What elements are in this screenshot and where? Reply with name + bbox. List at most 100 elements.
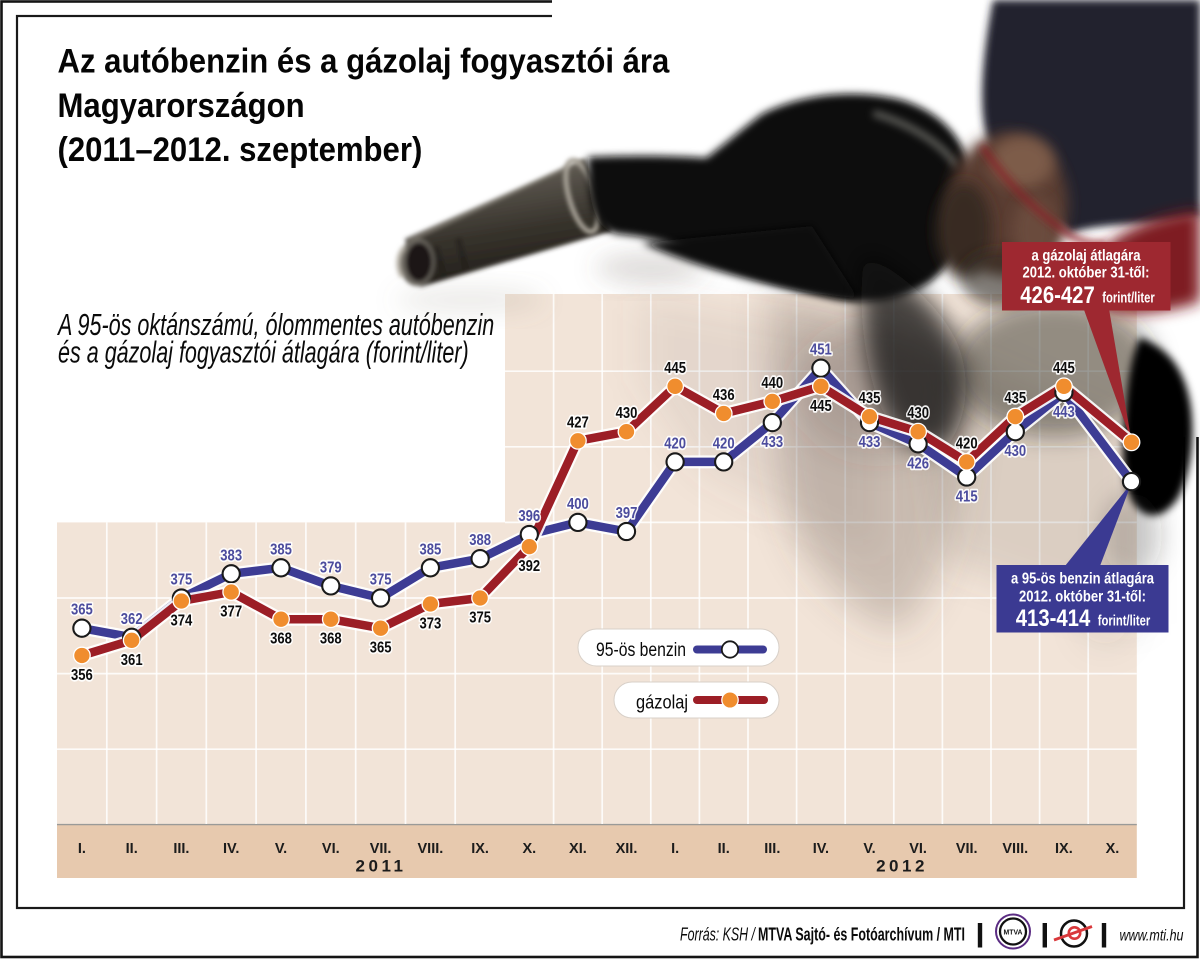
svg-text:445: 445: [810, 398, 832, 415]
svg-text:374: 374: [171, 613, 193, 630]
svg-text:430: 430: [616, 405, 638, 422]
svg-text:426: 426: [907, 455, 929, 472]
svg-text:2012: 2012: [876, 857, 928, 876]
svg-text:436: 436: [713, 387, 735, 404]
svg-text:433: 433: [761, 434, 783, 451]
svg-text:MTVA: MTVA: [1004, 928, 1024, 937]
svg-text:368: 368: [320, 631, 342, 648]
svg-text:420: 420: [956, 435, 978, 452]
svg-text:I.: I.: [78, 841, 86, 857]
svg-text:368: 368: [270, 631, 292, 648]
svg-text:VIII.: VIII.: [1002, 841, 1028, 857]
svg-text:388: 388: [469, 532, 491, 549]
svg-text:Magyarországon: Magyarországon: [58, 87, 305, 125]
svg-text:426-427: 426-427: [1020, 282, 1095, 309]
svg-text:III.: III.: [764, 841, 780, 857]
svg-text:IV.: IV.: [223, 841, 239, 857]
svg-text:375: 375: [171, 572, 193, 589]
svg-text:377: 377: [220, 604, 242, 621]
svg-text:375: 375: [171, 572, 193, 589]
svg-text:415: 415: [956, 489, 978, 506]
svg-text:373: 373: [420, 616, 442, 633]
svg-text:451: 451: [810, 342, 832, 359]
svg-text:435: 435: [859, 390, 881, 407]
svg-text:VI.: VI.: [322, 841, 340, 857]
svg-text:426: 426: [907, 455, 929, 472]
svg-text:427: 427: [567, 414, 589, 431]
svg-text:420: 420: [713, 435, 735, 452]
svg-text:377: 377: [220, 604, 242, 621]
svg-text:420: 420: [664, 435, 686, 452]
svg-text:373: 373: [420, 616, 442, 633]
svg-text:forint/liter: forint/liter: [1098, 613, 1151, 630]
svg-text:413-414: 413-414: [1016, 605, 1091, 632]
svg-text:430: 430: [1004, 443, 1026, 460]
svg-text:385: 385: [270, 541, 292, 558]
svg-text:397: 397: [616, 505, 638, 522]
svg-text:430: 430: [907, 405, 929, 422]
svg-text:436: 436: [713, 387, 735, 404]
svg-text:396: 396: [518, 508, 540, 525]
svg-text:375: 375: [370, 572, 392, 589]
svg-text:VIII.: VIII.: [418, 841, 444, 857]
svg-text:368: 368: [270, 631, 292, 648]
svg-text:400: 400: [567, 496, 589, 513]
svg-text:392: 392: [518, 558, 540, 575]
svg-text:Az autóbenzin és a gázolaj fog: Az autóbenzin és a gázolaj fogyasztói ár…: [58, 42, 671, 80]
svg-text:IV.: IV.: [813, 841, 829, 857]
svg-text:365: 365: [370, 640, 392, 657]
svg-text:435: 435: [859, 390, 881, 407]
svg-text:430: 430: [907, 405, 929, 422]
svg-text:VI.: VI.: [909, 841, 927, 857]
svg-text:400: 400: [567, 496, 589, 513]
svg-text:430: 430: [1004, 443, 1026, 460]
svg-text:VII.: VII.: [370, 841, 392, 857]
svg-text:X.: X.: [1106, 841, 1120, 857]
svg-text:a 95-ös benzin átlagára: a 95-ös benzin átlagára: [1011, 571, 1154, 588]
svg-text:www.mti.hu: www.mti.hu: [1120, 928, 1184, 945]
svg-text:A 95-ös oktánszámú, ólommentes: A 95-ös oktánszámú, ólommentes autóbenzi…: [56, 307, 494, 342]
svg-text:XII.: XII.: [616, 841, 638, 857]
svg-text:374: 374: [171, 613, 193, 630]
svg-text:I.: I.: [671, 841, 679, 857]
svg-text:435: 435: [1004, 390, 1026, 407]
svg-text:V.: V.: [863, 841, 875, 857]
svg-text:375: 375: [469, 610, 491, 627]
svg-text:362: 362: [121, 611, 143, 628]
svg-text:397: 397: [616, 505, 638, 522]
svg-text:383: 383: [220, 547, 242, 564]
svg-text:440: 440: [761, 375, 783, 392]
svg-text:415: 415: [956, 489, 978, 506]
svg-text:368: 368: [320, 631, 342, 648]
svg-text:forint/liter: forint/liter: [1102, 290, 1155, 307]
svg-text:451: 451: [810, 342, 832, 359]
svg-text:III.: III.: [173, 841, 189, 857]
svg-text:II.: II.: [126, 841, 138, 857]
svg-text:375: 375: [469, 610, 491, 627]
svg-text:379: 379: [320, 559, 342, 576]
svg-text:430: 430: [616, 405, 638, 422]
svg-text:2011: 2011: [356, 857, 407, 876]
svg-text:443: 443: [1053, 404, 1075, 421]
svg-text:361: 361: [121, 652, 143, 669]
svg-text:392: 392: [518, 558, 540, 575]
svg-text:445: 445: [810, 398, 832, 415]
svg-text:435: 435: [1004, 390, 1026, 407]
svg-text:420: 420: [713, 435, 735, 452]
svg-text:375: 375: [370, 572, 392, 589]
svg-text:379: 379: [320, 559, 342, 576]
svg-text:XI.: XI.: [569, 841, 587, 857]
svg-text:396: 396: [518, 508, 540, 525]
svg-text:420: 420: [664, 435, 686, 452]
svg-text:2012. október 31-től:: 2012. október 31-től:: [1023, 265, 1150, 282]
svg-text:443: 443: [1053, 404, 1075, 421]
svg-text:IX.: IX.: [1055, 841, 1073, 857]
svg-text:388: 388: [469, 532, 491, 549]
svg-text:II.: II.: [718, 841, 730, 857]
svg-text:(2011–2012. szeptember): (2011–2012. szeptember): [58, 131, 423, 169]
svg-text:385: 385: [420, 541, 442, 558]
svg-text:356: 356: [71, 667, 93, 684]
svg-text:445: 445: [1053, 360, 1075, 377]
svg-text:445: 445: [1053, 360, 1075, 377]
svg-text:385: 385: [270, 541, 292, 558]
